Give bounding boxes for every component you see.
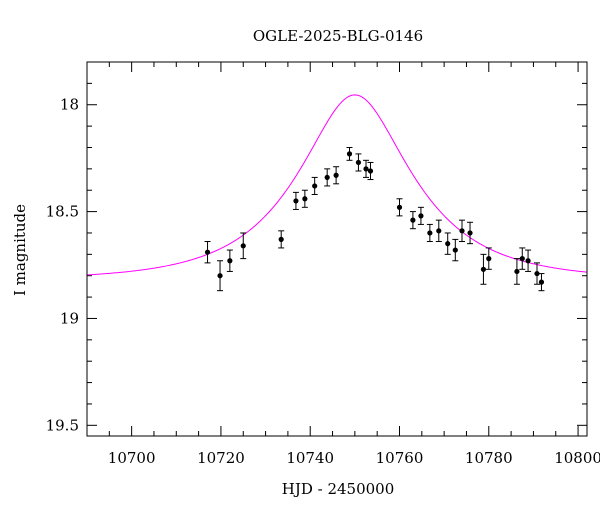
data-points xyxy=(204,146,545,292)
y-axis-label: I magnitude xyxy=(11,204,29,296)
x-tick-label: 10700 xyxy=(108,449,156,467)
point-marker xyxy=(480,266,487,272)
data-point xyxy=(409,211,416,230)
point-marker xyxy=(418,213,424,219)
x-tick-label: 10800 xyxy=(554,449,600,467)
x-tick-label: 10760 xyxy=(376,449,424,467)
plot-frame xyxy=(86,61,588,437)
data-point xyxy=(444,232,451,255)
point-marker xyxy=(217,273,223,279)
data-point xyxy=(426,223,433,243)
point-marker xyxy=(346,151,353,157)
data-point xyxy=(480,253,487,285)
data-point xyxy=(525,249,532,272)
point-marker xyxy=(293,198,299,204)
x-tick-label: 10740 xyxy=(286,449,334,467)
point-marker xyxy=(278,236,284,242)
point-marker xyxy=(525,258,531,264)
data-point xyxy=(240,232,247,260)
data-point xyxy=(363,159,370,178)
tick-labels: 10700 10720 10740 10760 10780 10800 18 18.5 19 19… xyxy=(46,96,600,467)
point-marker xyxy=(204,249,211,255)
data-point xyxy=(355,153,362,172)
point-marker xyxy=(324,174,330,181)
data-point xyxy=(519,247,526,270)
data-point xyxy=(485,247,492,270)
point-marker xyxy=(240,243,246,249)
point-marker xyxy=(333,172,339,178)
data-point xyxy=(346,146,353,161)
point-marker xyxy=(367,168,374,174)
point-marker xyxy=(302,196,308,202)
point-marker xyxy=(427,230,433,236)
point-marker xyxy=(459,228,465,234)
data-point xyxy=(513,258,520,285)
data-point xyxy=(435,219,442,243)
data-point xyxy=(452,238,459,262)
point-marker xyxy=(436,228,442,234)
model-curve xyxy=(86,94,588,276)
point-marker xyxy=(312,183,318,189)
x-axis-label: HJD - 2450000 xyxy=(282,480,395,498)
data-point xyxy=(217,260,224,292)
axis-ticks xyxy=(86,61,587,436)
data-point xyxy=(292,191,299,210)
point-marker xyxy=(396,204,403,210)
data-point xyxy=(333,166,340,185)
point-marker xyxy=(486,256,492,262)
y-tick-label: 19 xyxy=(60,309,79,327)
point-marker xyxy=(227,258,233,264)
data-point xyxy=(467,221,474,245)
y-tick-label: 19.5 xyxy=(46,416,79,434)
data-point xyxy=(459,219,465,243)
point-marker xyxy=(445,241,451,247)
point-marker xyxy=(534,270,540,277)
point-marker xyxy=(519,256,525,262)
point-marker xyxy=(410,217,416,223)
point-marker xyxy=(514,268,520,275)
y-tick-label: 18.5 xyxy=(46,203,79,221)
chart-title: OGLE-2025-BLG-0146 xyxy=(253,27,423,45)
data-point xyxy=(311,176,318,196)
point-marker xyxy=(452,247,458,253)
x-tick-label: 10720 xyxy=(197,449,245,467)
point-marker xyxy=(538,279,545,285)
y-tick-label: 18 xyxy=(60,96,79,114)
x-tick-label: 10780 xyxy=(465,449,513,467)
data-point xyxy=(324,168,331,187)
data-point xyxy=(367,161,374,181)
data-point xyxy=(301,189,308,208)
point-marker xyxy=(355,159,362,166)
point-marker xyxy=(467,230,473,236)
data-point xyxy=(417,206,424,225)
point-marker xyxy=(363,166,369,172)
data-point xyxy=(538,273,545,292)
data-point xyxy=(226,249,233,272)
data-point xyxy=(396,198,403,217)
data-point xyxy=(204,241,211,264)
data-point xyxy=(534,262,540,285)
data-point xyxy=(278,230,285,249)
